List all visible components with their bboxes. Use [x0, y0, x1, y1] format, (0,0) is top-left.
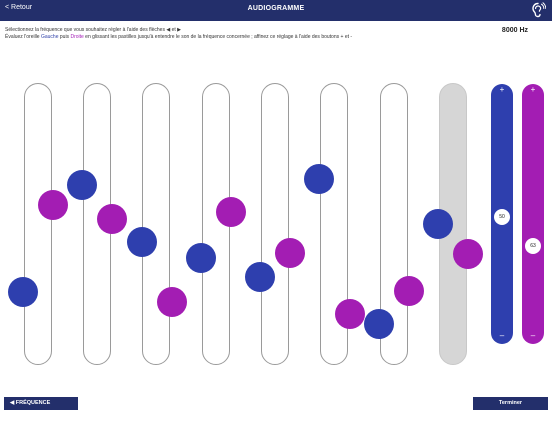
right-ear-marker[interactable] — [157, 287, 187, 317]
left-ear-marker[interactable] — [304, 164, 334, 194]
left-ear-marker[interactable] — [127, 227, 157, 257]
left-ear-marker[interactable] — [364, 309, 394, 339]
left-ear-marker[interactable] — [67, 170, 97, 200]
right-ear-marker[interactable] — [38, 190, 68, 220]
back-button[interactable]: < Retour — [5, 4, 33, 11]
left-increase-button[interactable]: + — [499, 85, 505, 94]
left-ear-fine-slider[interactable]: + 50 – — [491, 84, 513, 344]
instruction-text: puis — [58, 34, 71, 40]
right-ear-marker[interactable] — [453, 239, 483, 269]
page-title: AUDIOGRAMME — [247, 5, 305, 12]
left-ear-marker[interactable] — [186, 243, 216, 273]
ear-icon[interactable] — [530, 2, 546, 18]
frequency-track-7[interactable] — [380, 83, 408, 365]
right-ear-marker[interactable] — [275, 238, 305, 268]
instruction-line-2: Évaluez l'oreille Gauche puis Droite en … — [5, 34, 425, 41]
left-ear-marker[interactable] — [423, 209, 453, 239]
previous-frequency-button[interactable]: ◀ FRÉQUENCE PRÉCÉDENTE — [4, 397, 78, 419]
left-slider-knob[interactable]: 50 — [494, 209, 510, 225]
top-bar: < Retour AUDIOGRAMME — [0, 0, 552, 21]
right-slider-knob[interactable]: 63 — [525, 238, 541, 254]
finish-button[interactable]: Terminer — [473, 397, 548, 410]
instructions: Sélectionnez la fréquence que vous souha… — [5, 27, 425, 41]
right-ear-fine-slider[interactable]: + 63 – — [522, 84, 544, 344]
right-increase-button[interactable]: + — [530, 85, 536, 94]
right-decrease-button[interactable]: – — [530, 331, 536, 340]
right-ear-marker[interactable] — [216, 197, 246, 227]
frequency-label: 8000 Hz — [501, 27, 528, 34]
frequency-track-5[interactable] — [261, 83, 289, 365]
left-decrease-button[interactable]: – — [499, 331, 505, 340]
frequency-track-3[interactable] — [142, 83, 170, 365]
right-ear-marker[interactable] — [394, 276, 424, 306]
left-ear-marker[interactable] — [245, 262, 275, 292]
right-ear-marker[interactable] — [97, 204, 127, 234]
instruction-text: Évaluez l'oreille — [5, 34, 41, 40]
frequency-track-1[interactable] — [24, 83, 52, 365]
right-ear-marker[interactable] — [335, 299, 365, 329]
instruction-line-1: Sélectionnez la fréquence que vous souha… — [5, 27, 181, 33]
right-ear-label: Droite — [70, 34, 84, 40]
left-ear-marker[interactable] — [8, 277, 38, 307]
left-ear-label: Gauche — [40, 34, 59, 40]
instruction-text: en glissant les pastilles jusqu'à entend… — [83, 34, 353, 40]
